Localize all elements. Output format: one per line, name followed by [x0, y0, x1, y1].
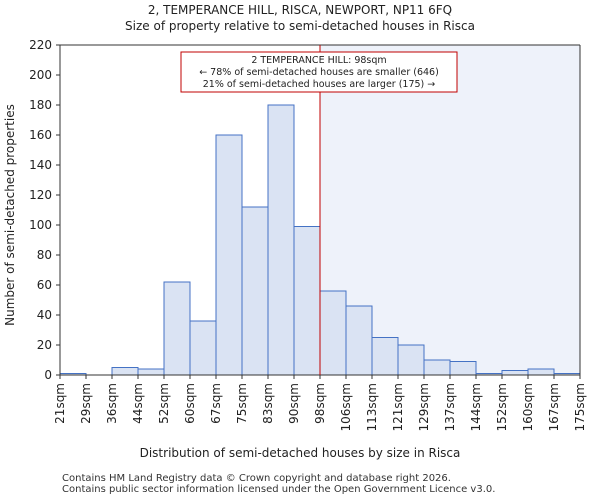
chart-title: 2, TEMPERANCE HILL, RISCA, NEWPORT, NP11…: [147, 3, 453, 17]
x-tick-label-98sqm: 98sqm: [313, 383, 327, 424]
bar-36sqm: [111, 367, 139, 376]
footer-line-1: Contains HM Land Registry data © Crown c…: [62, 473, 451, 484]
bar-60sqm: [189, 320, 217, 376]
y-tick-label: 220: [29, 38, 52, 52]
y-tick-label: 200: [29, 68, 52, 82]
x-tick-label-129sqm: 129sqm: [417, 383, 431, 431]
y-axis-label: Number of semi-detached properties: [3, 104, 17, 326]
y-tick-label: 160: [29, 128, 52, 142]
y-tick-label: 140: [29, 158, 52, 172]
x-tick-label-29sqm: 29sqm: [79, 383, 93, 424]
y-tick-label: 80: [37, 248, 52, 262]
x-tick-label-83sqm: 83sqm: [261, 383, 275, 424]
x-tick-label-21sqm: 21sqm: [53, 383, 67, 424]
bar-121sqm: [397, 344, 425, 376]
bar-75sqm: [241, 206, 269, 376]
y-tick-label: 0: [44, 368, 52, 382]
y-tick-label: 20: [37, 338, 52, 352]
x-tick-label-113sqm: 113sqm: [365, 383, 379, 431]
bar-90sqm: [293, 226, 321, 376]
bar-137sqm: [449, 361, 477, 376]
x-tick-label-60sqm: 60sqm: [183, 383, 197, 424]
x-tick-label-106sqm: 106sqm: [339, 383, 353, 431]
annotation-box: [180, 51, 458, 93]
bar-83sqm: [267, 104, 295, 376]
bar-52sqm: [163, 281, 191, 376]
x-axis-label: Distribution of semi-detached houses by …: [140, 446, 461, 460]
annotation-line-2: ← 78% of semi-detached houses are smalle…: [199, 67, 439, 78]
footer-line-2: Contains public sector information licen…: [62, 484, 496, 495]
annotation-line-3: 21% of semi-detached houses are larger (…: [203, 79, 436, 90]
y-tick-label: 180: [29, 98, 52, 112]
bar-67sqm: [215, 134, 243, 376]
bar-129sqm: [423, 359, 451, 376]
annotation-line-1: 2 TEMPERANCE HILL: 98sqm: [251, 55, 386, 66]
y-tick-label: 120: [29, 188, 52, 202]
x-tick-label-137sqm: 137sqm: [443, 383, 457, 431]
y-tick-label: 100: [29, 218, 52, 232]
x-tick-label-160sqm: 160sqm: [521, 383, 535, 431]
x-tick-label-167sqm: 167sqm: [547, 383, 561, 431]
x-tick-label-121sqm: 121sqm: [391, 383, 405, 431]
y-tick-label: 60: [37, 278, 52, 292]
bar-152sqm: [501, 370, 529, 376]
x-tick-label-44sqm: 44sqm: [131, 383, 145, 424]
x-tick-label-90sqm: 90sqm: [287, 383, 301, 424]
x-tick-label-67sqm: 67sqm: [209, 383, 223, 424]
bar-44sqm: [137, 368, 165, 376]
x-tick-label-152sqm: 152sqm: [495, 383, 509, 431]
y-tick-label: 40: [37, 308, 52, 322]
x-tick-label-52sqm: 52sqm: [157, 383, 171, 424]
bar-113sqm: [371, 337, 399, 376]
chart-subtitle: Size of property relative to semi-detach…: [125, 19, 475, 33]
x-tick-label-175sqm: 175sqm: [573, 383, 587, 431]
x-tick-label-144sqm: 144sqm: [469, 383, 483, 431]
bar-160sqm: [527, 368, 555, 376]
x-tick-label-75sqm: 75sqm: [235, 383, 249, 424]
bar-98sqm: [319, 290, 347, 376]
bar-106sqm: [345, 305, 373, 376]
x-tick-label-36sqm: 36sqm: [105, 383, 119, 424]
